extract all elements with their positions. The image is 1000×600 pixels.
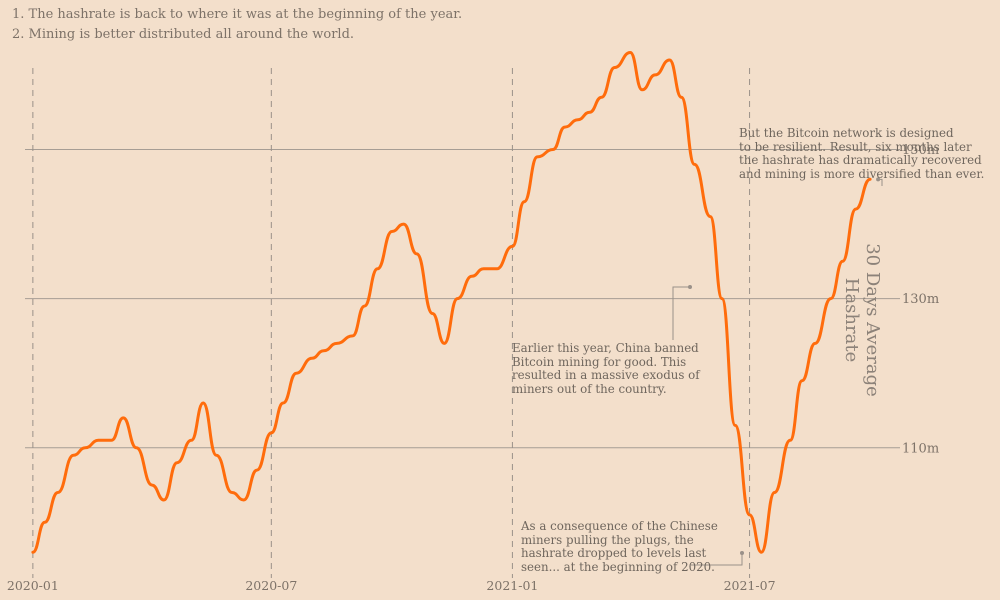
leader-dot [688, 285, 692, 289]
x-tick-label: 2020-07 [245, 578, 297, 593]
leader-dropped [691, 553, 743, 566]
leader-dot [876, 177, 881, 182]
annotation-line: resulted in a massive exodus of [512, 368, 700, 383]
y-tick-label: 110m [902, 441, 939, 456]
y-axis-label-wrap: 30 Days Average Hashrate [841, 220, 883, 420]
annotation-china-ban: Earlier this year, China banned Bitcoin … [512, 341, 700, 396]
x-tick-label: 2020-01 [7, 578, 59, 593]
annotation-line: But the Bitcoin network is designed [739, 126, 954, 140]
annotation-line: miners out of the country. [512, 381, 667, 396]
annotation-resilient: But the Bitcoin network is designed to b… [739, 126, 985, 181]
note-2: 2. Mining is better distributed all arou… [12, 27, 355, 42]
annotation-line: the hashrate has dramatically recovered [739, 153, 982, 168]
annotation-line: miners pulling the plugs, the [521, 532, 694, 547]
annotation-line: Earlier this year, China banned [512, 341, 699, 355]
leader-dot [740, 551, 744, 555]
leader-china-ban [672, 286, 690, 340]
annotation-line: hashrate dropped to levels last [521, 546, 707, 561]
hashrate-series-line [31, 51, 872, 554]
annotation-line: As a consequence of the Chinese [521, 519, 718, 533]
y-tick-label: 130m [902, 292, 939, 307]
y-tick-label: 150m [902, 143, 939, 158]
annotation-line: to be resilient. Result, six months late… [739, 139, 972, 154]
annotation-dropped: As a consequence of the Chinese miners p… [521, 519, 718, 574]
annotation-line: Bitcoin mining for good. This [512, 354, 687, 369]
x-tick-label: 2021-07 [724, 578, 776, 593]
note-1: 1. The hashrate is back to where it was … [12, 7, 463, 22]
annotation-line: and mining is more diversified than ever… [739, 166, 985, 181]
x-tick-label: 2021-01 [486, 578, 538, 593]
annotation-line: seen... at the beginning of 2020. [521, 559, 715, 574]
